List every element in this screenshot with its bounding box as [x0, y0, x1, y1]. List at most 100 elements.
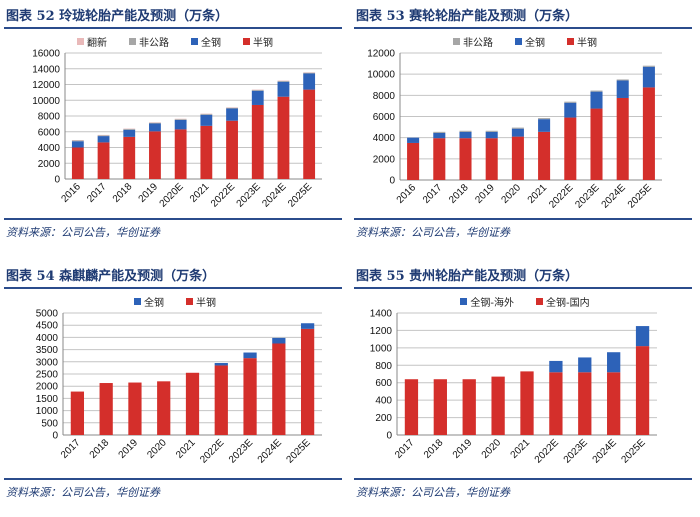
bar-segment — [98, 135, 110, 136]
bar-segment — [407, 143, 419, 180]
bar-segment — [538, 119, 550, 132]
x-tick-label: 2021 — [509, 437, 533, 461]
x-tick-label: 2025E — [286, 181, 314, 209]
x-tick-label: 2017 — [59, 437, 83, 461]
x-tick-label: 2023E — [573, 182, 601, 210]
x-tick-label: 2022E — [209, 181, 237, 209]
y-tick-label: 2500 — [36, 370, 59, 381]
x-tick-label: 2018 — [422, 437, 446, 461]
y-tick-label: 0 — [54, 175, 60, 186]
bar-segment — [252, 105, 264, 179]
bar-segment — [71, 392, 84, 435]
bar-segment — [98, 136, 110, 142]
y-tick-label: 6000 — [38, 127, 61, 138]
y-tick-label: 0 — [389, 176, 395, 187]
y-tick-label: 10000 — [367, 70, 395, 81]
divider — [354, 478, 692, 480]
x-tick-label: 2019 — [473, 182, 497, 206]
bar-segment — [123, 129, 135, 130]
bar-segment — [590, 92, 602, 109]
x-tick-label: 2025E — [626, 182, 654, 210]
bar-segment — [643, 67, 655, 88]
x-tick-label: 2020 — [500, 182, 524, 206]
source-note: 资料来源：公司公告，华创证券 — [6, 484, 160, 500]
source-note: 资料来源：公司公告，华创证券 — [356, 484, 510, 500]
x-tick-label: 2024E — [256, 437, 284, 465]
x-tick-label: 2021 — [526, 182, 550, 206]
bar-segment — [512, 129, 524, 137]
y-tick-label: 3500 — [36, 345, 59, 356]
source-note: 资料来源：公司公告，华创证券 — [356, 224, 510, 240]
y-tick-label: 4000 — [36, 333, 59, 344]
bar-segment — [434, 379, 447, 435]
bar-segment — [301, 323, 314, 329]
bar-segment — [123, 130, 135, 137]
bar-segment — [72, 140, 84, 141]
bar-segment — [636, 326, 649, 346]
bar-segment — [215, 363, 228, 365]
bar-segment — [243, 353, 256, 359]
bar-segment — [491, 377, 504, 435]
x-tick-label: 2024E — [600, 182, 628, 210]
bar-segment — [578, 357, 591, 372]
bar-segment — [590, 109, 602, 180]
y-tick-label: 3000 — [36, 357, 59, 368]
chart-svg: 0200040006000800010000120001400016000201… — [0, 0, 350, 218]
y-tick-label: 1000 — [370, 343, 393, 354]
y-tick-label: 200 — [375, 413, 392, 424]
bar-segment — [272, 338, 285, 344]
bar-segment — [486, 131, 498, 132]
y-tick-label: 12000 — [367, 49, 395, 60]
bar-segment — [186, 373, 199, 435]
bar-segment — [459, 131, 471, 132]
bar-segment — [459, 132, 471, 138]
bar-segment — [100, 383, 113, 435]
y-tick-label: 16000 — [32, 49, 60, 60]
bar-segment — [643, 87, 655, 180]
chart-panel-53: 图表 53 赛轮轮胎产能及预测（万条） 非公路全钢半钢 资料来源：公司公告，华创… — [350, 0, 700, 257]
y-tick-label: 4500 — [36, 321, 59, 332]
y-tick-label: 6000 — [373, 112, 396, 123]
bar-segment — [72, 148, 84, 180]
bar-segment — [538, 132, 550, 180]
bar-segment — [72, 141, 84, 147]
x-tick-label: 2017 — [393, 437, 417, 461]
x-tick-label: 2020E — [158, 181, 186, 209]
chart-panel-55: 图表 55 贵州轮胎产能及预测（万条） 全钢-海外全钢-国内 资料来源：公司公告… — [350, 260, 700, 517]
bar-segment — [272, 344, 285, 436]
bar-segment — [407, 138, 419, 143]
x-tick-label: 2023E — [227, 437, 255, 465]
divider — [354, 218, 692, 220]
bar-segment — [538, 118, 550, 119]
y-tick-label: 1500 — [36, 394, 59, 405]
y-tick-label: 600 — [375, 378, 392, 389]
bar-segment — [303, 73, 315, 74]
bar-segment — [149, 123, 161, 124]
bar-segment — [226, 108, 238, 109]
chart-panel-54: 图表 54 森麒麟产能及预测（万条） 全钢半钢 资料来源：公司公告，华创证券 0… — [0, 260, 350, 517]
y-tick-label: 1000 — [36, 406, 59, 417]
y-tick-label: 4000 — [38, 143, 61, 154]
bar-segment — [590, 91, 602, 92]
x-tick-label: 2022E — [547, 182, 575, 210]
y-tick-label: 0 — [386, 431, 392, 442]
x-tick-label: 2019 — [117, 437, 141, 461]
bar-segment — [303, 90, 315, 179]
bar-segment — [578, 372, 591, 435]
y-tick-label: 12000 — [32, 80, 60, 91]
bar-segment — [463, 379, 476, 435]
divider — [4, 218, 342, 220]
x-tick-label: 2020 — [480, 437, 504, 461]
bar-segment — [564, 103, 576, 118]
bar-segment — [617, 79, 629, 80]
x-tick-label: 2025E — [285, 437, 313, 465]
bar-segment — [607, 352, 620, 372]
bar-segment — [98, 142, 110, 179]
y-tick-label: 1400 — [370, 309, 393, 320]
y-tick-label: 4000 — [373, 133, 396, 144]
bar-segment — [643, 66, 655, 67]
bar-segment — [636, 346, 649, 435]
bar-segment — [278, 82, 290, 97]
chart-svg: 0500100015002000250030003500400045005000… — [0, 260, 350, 478]
